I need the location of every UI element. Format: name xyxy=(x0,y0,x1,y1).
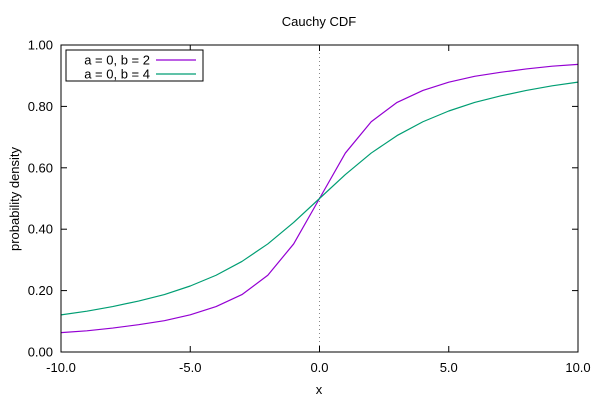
legend: a = 0, b = 2a = 0, b = 4 xyxy=(65,49,204,82)
legend-label-1: a = 0, b = 2 xyxy=(84,53,150,68)
y-tick-label: 0.40 xyxy=(28,222,53,237)
legend-box xyxy=(65,49,204,82)
x-tick-label: -5.0 xyxy=(179,360,201,375)
chart-title: Cauchy CDF xyxy=(282,14,356,29)
y-tick-label: 0.20 xyxy=(28,283,53,298)
y-tick-label: 0.80 xyxy=(28,99,53,114)
y-axis-title: probability density xyxy=(7,146,22,251)
x-tick-label: -10.0 xyxy=(46,360,76,375)
x-tick-label: 5.0 xyxy=(440,360,458,375)
series-line-2 xyxy=(60,81,579,316)
x-axis-title: x xyxy=(316,382,323,397)
y-tick-label: 0.60 xyxy=(28,160,53,175)
y-tick-label: 1.00 xyxy=(28,38,53,53)
x-tick-label: 10.0 xyxy=(565,360,590,375)
y-tick-label: 0.00 xyxy=(28,345,53,360)
legend-label-2: a = 0, b = 4 xyxy=(84,67,150,82)
plot-area: -10.0 -5.0 0.0 5.0 10.0 0.00 0.20 0.40 0.60 0.80 1… xyxy=(28,38,591,376)
x-tick-label: 0.0 xyxy=(310,360,328,375)
